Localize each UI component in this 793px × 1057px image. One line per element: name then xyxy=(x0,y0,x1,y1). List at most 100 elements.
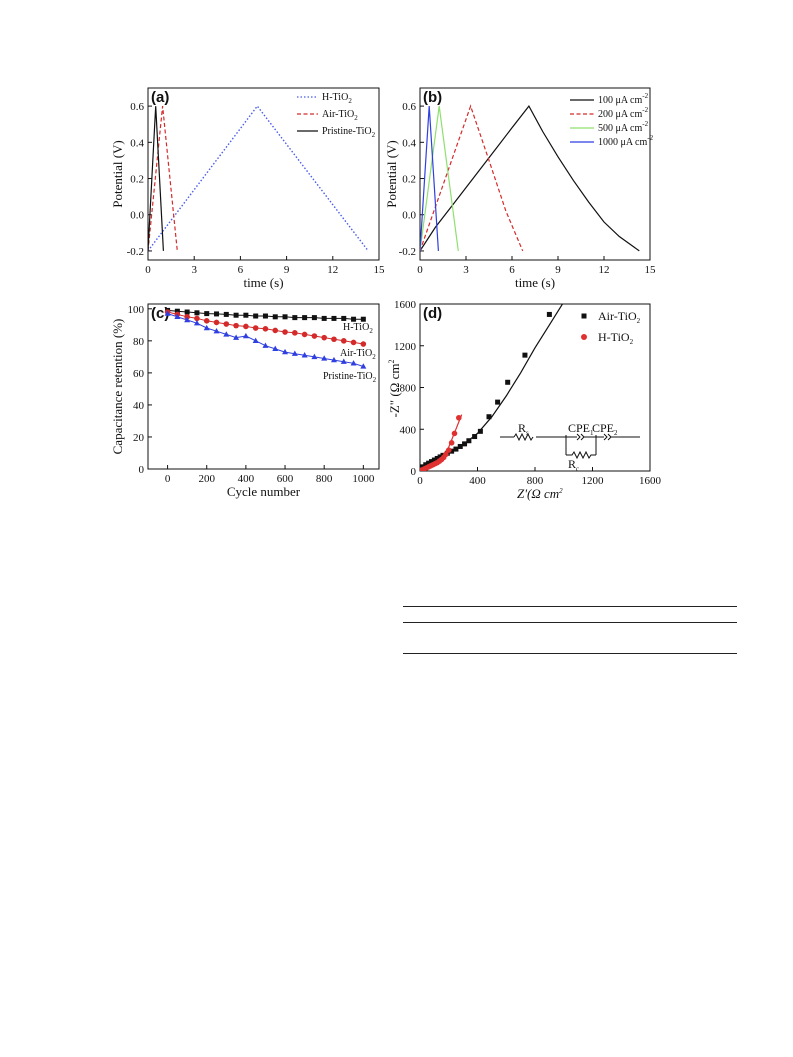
x-axis-label: Z'(Ω cm2 xyxy=(517,486,563,501)
y-axis-label: -Z" (Ω cm2 xyxy=(387,360,402,418)
data-point xyxy=(505,379,511,385)
series-line xyxy=(420,106,439,251)
x-tick-label: 9 xyxy=(555,264,561,276)
data-point xyxy=(262,326,269,332)
panel-a: 0 3 6 9 12 15 -0.2 0.0 0.2 0.4 0.6 time (s) Potentia… xyxy=(110,87,386,290)
equivalent-circuit xyxy=(500,432,640,460)
x-tick-label: 400 xyxy=(238,473,255,485)
series-line xyxy=(420,104,524,252)
legend-label: 1000 μA cm-2 xyxy=(598,134,654,148)
x-tick-label: 200 xyxy=(198,473,215,485)
x-tick-label: 6 xyxy=(238,264,244,276)
plot-frame xyxy=(419,87,651,261)
y-tick-label: 80 xyxy=(133,336,145,348)
legend-label: 200 μA cm-2 xyxy=(598,106,649,120)
x-tick-label: 9 xyxy=(284,264,290,276)
panel-label: (c) xyxy=(151,305,169,322)
legend-label: 500 μA cm-2 xyxy=(598,120,649,134)
x-tick-label: 3 xyxy=(463,264,469,276)
data-point xyxy=(223,331,230,337)
plot-frame xyxy=(147,87,380,261)
circuit-label-rc: Rc xyxy=(568,457,579,473)
x-tick-label: 800 xyxy=(527,475,544,487)
cpe1-symbol xyxy=(566,433,596,441)
x-tick-label: 15 xyxy=(374,264,386,276)
x-tick-label: 6 xyxy=(509,264,515,276)
y-tick-label: -0.2 xyxy=(127,246,144,258)
data-point xyxy=(184,316,191,323)
series-group xyxy=(148,104,369,252)
y-tick-label: 0.0 xyxy=(402,210,416,222)
y-tick-label: 0.0 xyxy=(130,210,144,222)
data-point xyxy=(193,320,200,326)
data-point xyxy=(457,443,463,449)
y-tick-label: 1600 xyxy=(394,299,417,311)
data-point xyxy=(360,363,367,369)
data-point xyxy=(472,434,478,440)
x-tick-label: 0 xyxy=(145,264,151,276)
y-tick-label: 40 xyxy=(133,400,145,412)
y-axis-label: Potential (V) xyxy=(110,140,125,208)
series-group xyxy=(420,304,564,471)
data-point xyxy=(272,327,279,334)
data-point xyxy=(174,308,180,314)
data-point xyxy=(350,360,357,366)
data-point xyxy=(223,311,229,317)
data-point xyxy=(252,337,259,344)
data-point xyxy=(262,342,269,348)
series-line xyxy=(148,104,369,252)
series-line xyxy=(420,105,640,252)
y-tick-label: 400 xyxy=(400,424,417,436)
data-point xyxy=(462,441,468,447)
fit-line xyxy=(420,304,564,471)
data-point xyxy=(252,325,259,331)
x-tick-label: 0 xyxy=(417,264,423,276)
y-tick-label: 0 xyxy=(139,464,145,476)
resistor-rs-symbol xyxy=(513,432,534,442)
data-point xyxy=(466,438,472,444)
data-point xyxy=(292,330,298,336)
data-point xyxy=(451,430,458,437)
y-tick-label: 0.2 xyxy=(402,174,416,186)
cpe2-symbol xyxy=(596,433,640,441)
legend-label: Air-TiO2 xyxy=(598,309,641,325)
data-point xyxy=(242,332,249,339)
y-tick-label: 800 xyxy=(400,383,417,395)
data-point xyxy=(449,448,455,454)
data-point xyxy=(243,323,249,330)
x-axis-label: time (s) xyxy=(515,275,555,290)
data-point xyxy=(431,457,437,463)
x-tick-label: 800 xyxy=(316,473,333,485)
data-point xyxy=(453,446,459,452)
y-axis-label: Potential (V) xyxy=(384,140,399,208)
series-group xyxy=(164,307,367,369)
series-line xyxy=(148,106,164,251)
table-bottom-rule xyxy=(403,653,737,654)
data-point xyxy=(213,319,220,326)
data-point xyxy=(426,460,432,466)
x-tick-label: 1600 xyxy=(639,475,662,487)
data-point xyxy=(311,333,318,339)
data-point xyxy=(302,315,308,321)
y-tick-label: 0.6 xyxy=(130,101,144,113)
data-point xyxy=(194,310,200,316)
data-point xyxy=(213,328,220,334)
data-point xyxy=(233,322,239,329)
data-point xyxy=(292,315,298,321)
series-line xyxy=(148,106,178,251)
legend-label: Pristine-TiO2 xyxy=(322,126,376,139)
circuit-label-cpe1: CPE1 xyxy=(568,421,594,437)
y-tick-label: 20 xyxy=(133,432,145,444)
data-point xyxy=(282,314,288,320)
x-tick-label: 400 xyxy=(469,475,486,487)
data-point xyxy=(434,455,440,461)
data-point xyxy=(282,329,288,335)
data-point xyxy=(184,309,190,315)
panel-label: (b) xyxy=(423,89,442,106)
legend-label: 100 μA cm-2 xyxy=(598,92,649,106)
panel-label: (d) xyxy=(423,305,442,322)
data-point xyxy=(429,459,434,465)
data-point xyxy=(243,312,249,318)
data-point xyxy=(203,318,210,324)
y-tick-label: 1200 xyxy=(394,341,417,353)
